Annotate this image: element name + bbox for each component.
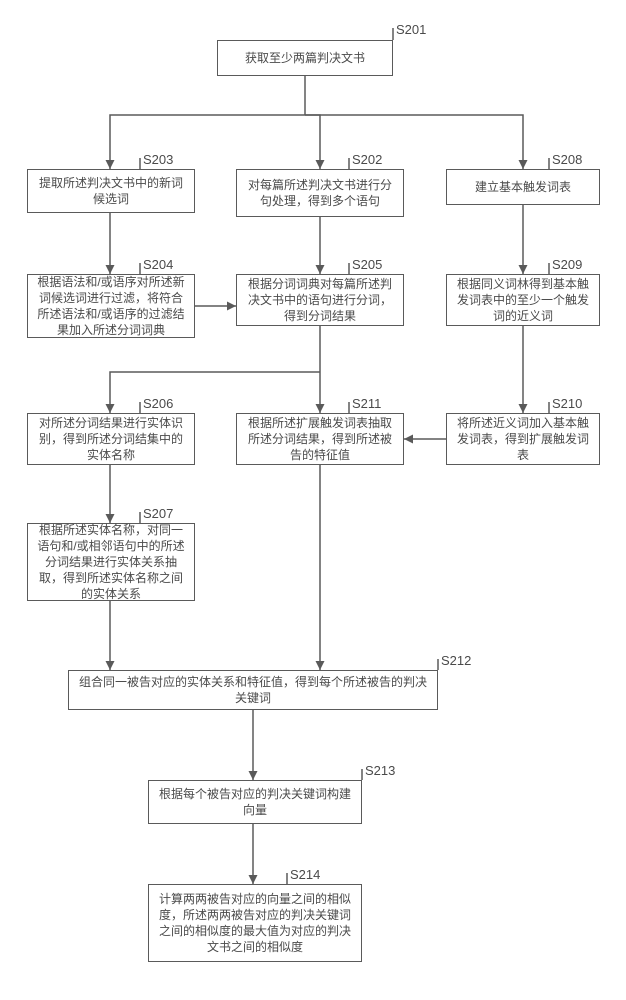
node-text: 根据分词词典对每篇所述判决文书中的语句进行分词，得到分词结果 — [243, 276, 397, 325]
node-label-s214: S214 — [290, 867, 320, 882]
node-s209: 根据同义词林得到基本触发词表中的至少一个触发词的近义词 — [446, 274, 600, 326]
node-text: 获取至少两篇判决文书 — [245, 50, 365, 66]
node-text: 将所述近义词加入基本触发词表，得到扩展触发词表 — [453, 415, 593, 464]
node-text: 根据同义词林得到基本触发词表中的至少一个触发词的近义词 — [453, 276, 593, 325]
node-s207: 根据所述实体名称，对同一语句和/或相邻语句中的所述分词结果进行实体关系抽取，得到… — [27, 523, 195, 601]
node-label-s204: S204 — [143, 257, 173, 272]
node-label-s207: S207 — [143, 506, 173, 521]
edge-3 — [305, 115, 523, 169]
node-label-s209: S209 — [552, 257, 582, 272]
node-text: 根据所述实体名称，对同一语句和/或相邻语句中的所述分词结果进行实体关系抽取，得到… — [34, 522, 188, 603]
node-text: 对所述分词结果进行实体识别，得到所述分词结集中的实体名称 — [34, 415, 188, 464]
edge-9 — [110, 372, 320, 413]
node-text: 对每篇所述判决文书进行分句处理，得到多个语句 — [243, 177, 397, 209]
node-s201: 获取至少两篇判决文书 — [217, 40, 393, 76]
node-text: 组合同一被告对应的实体关系和特征值，得到每个所述被告的判决关键词 — [75, 674, 431, 706]
node-label-s212: S212 — [441, 653, 471, 668]
node-text: 提取所述判决文书中的新词候选词 — [34, 175, 188, 207]
node-s210: 将所述近义词加入基本触发词表，得到扩展触发词表 — [446, 413, 600, 465]
node-s211: 根据所述扩展触发词表抽取所述分词结果，得到所述被告的特征值 — [236, 413, 404, 465]
node-s205: 根据分词词典对每篇所述判决文书中的语句进行分词，得到分词结果 — [236, 274, 404, 326]
node-text: 建立基本触发词表 — [475, 179, 571, 195]
node-label-s202: S202 — [352, 152, 382, 167]
edge-2 — [305, 115, 320, 169]
node-label-s203: S203 — [143, 152, 173, 167]
node-s202: 对每篇所述判决文书进行分句处理，得到多个语句 — [236, 169, 404, 217]
node-label-s206: S206 — [143, 396, 173, 411]
flowchart-canvas: 获取至少两篇判决文书 S201 提取所述判决文书中的新词候选词 S203 对每篇所述判决… — [0, 0, 626, 1000]
edges-layer — [0, 0, 626, 1000]
node-s214: 计算两两被告对应的向量之间的相似度，所述两两被告对应的判决关键词之间的相似度的最… — [148, 884, 362, 962]
node-s212: 组合同一被告对应的实体关系和特征值，得到每个所述被告的判决关键词 — [68, 670, 438, 710]
node-s204: 根据语法和/或语序对所述新词候选词进行过滤，将符合所述语法和/或语序的过滤结果加… — [27, 274, 195, 338]
node-text: 计算两两被告对应的向量之间的相似度，所述两两被告对应的判决关键词之间的相似度的最… — [155, 891, 355, 956]
node-text: 根据语法和/或语序对所述新词候选词进行过滤，将符合所述语法和/或语序的过滤结果加… — [34, 274, 188, 339]
node-s213: 根据每个被告对应的判决关键词构建向量 — [148, 780, 362, 824]
node-label-s210: S210 — [552, 396, 582, 411]
edge-1 — [110, 115, 305, 169]
node-s203: 提取所述判决文书中的新词候选词 — [27, 169, 195, 213]
node-text: 根据所述扩展触发词表抽取所述分词结果，得到所述被告的特征值 — [243, 415, 397, 464]
node-label-s211: S211 — [352, 396, 381, 411]
node-label-s205: S205 — [352, 257, 382, 272]
node-label-s208: S208 — [552, 152, 582, 167]
node-label-s201: S201 — [396, 22, 426, 37]
node-text: 根据每个被告对应的判决关键词构建向量 — [155, 786, 355, 818]
node-label-s213: S213 — [365, 763, 395, 778]
node-s206: 对所述分词结果进行实体识别，得到所述分词结集中的实体名称 — [27, 413, 195, 465]
node-s208: 建立基本触发词表 — [446, 169, 600, 205]
